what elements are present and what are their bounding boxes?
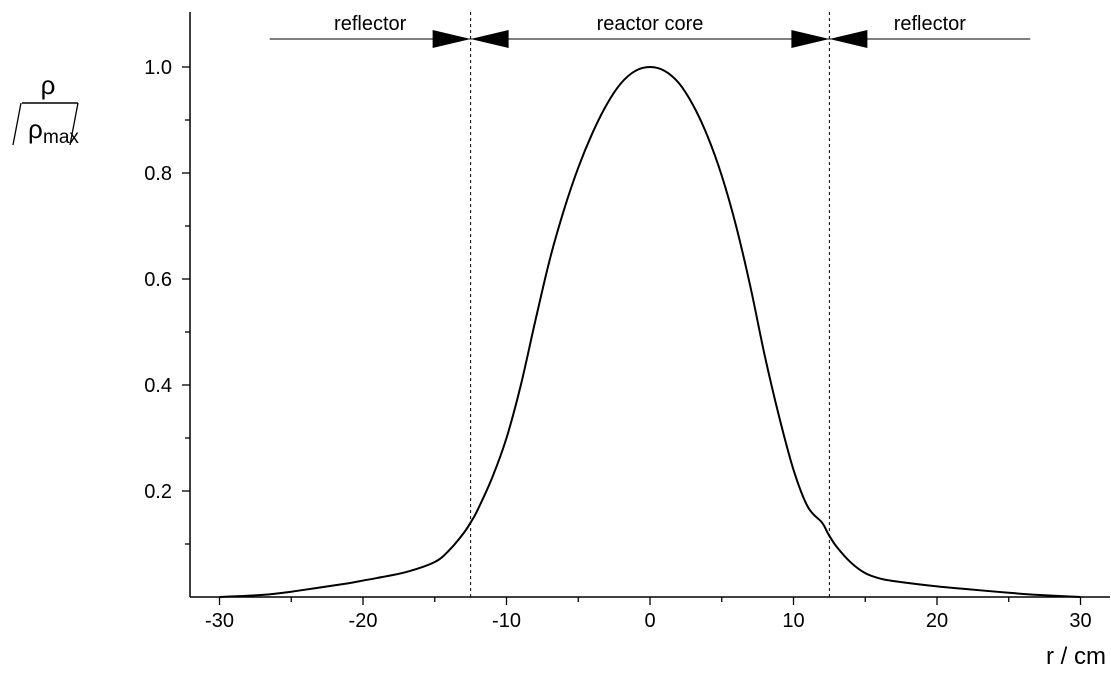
y-label-left-slash: [12, 102, 22, 146]
region-arrowhead: [829, 30, 868, 48]
y-tick-label: 0.2: [144, 481, 172, 503]
y-label-denominator-symbol: ρ: [28, 114, 43, 144]
region-label: reactor core: [597, 13, 704, 35]
y-axis-label: ρ ρ max: [12, 70, 79, 148]
x-tick-label: 30: [1069, 610, 1091, 632]
x-axis-title: r / cm: [1046, 643, 1106, 670]
region-label: reflector: [334, 13, 407, 35]
region-annotations: reflector reactor core reflector: [269, 13, 1031, 48]
region-boundaries: [470, 12, 830, 597]
x-tick-label: -20: [349, 610, 378, 632]
x-tick-label: 0: [644, 610, 655, 632]
density-curve: [219, 65, 1081, 598]
y-label-denominator-subscript: max: [43, 127, 79, 148]
y-tick-label: 1.0: [144, 57, 172, 79]
y-tick-label: 0.8: [144, 163, 172, 185]
y-axis-ticks: 0.2 0.4 0.6 0.8 1.0: [144, 57, 190, 545]
y-label-right-slash: [69, 102, 79, 146]
x-tick-label: -10: [492, 610, 521, 632]
region-label: reflector: [894, 13, 967, 35]
region-arrowhead: [791, 30, 830, 48]
region-arrowhead: [432, 30, 471, 48]
x-tick-label: 20: [926, 610, 948, 632]
y-tick-label: 0.6: [144, 269, 172, 291]
x-tick-label: 10: [782, 610, 804, 632]
x-axis-ticks: -30 -20 -10 0 10 20 30: [205, 597, 1092, 632]
x-tick-label: -30: [205, 610, 234, 632]
y-tick-label: 0.4: [144, 375, 172, 397]
region-arrowhead: [470, 30, 509, 48]
y-label-numerator: ρ: [41, 70, 56, 100]
